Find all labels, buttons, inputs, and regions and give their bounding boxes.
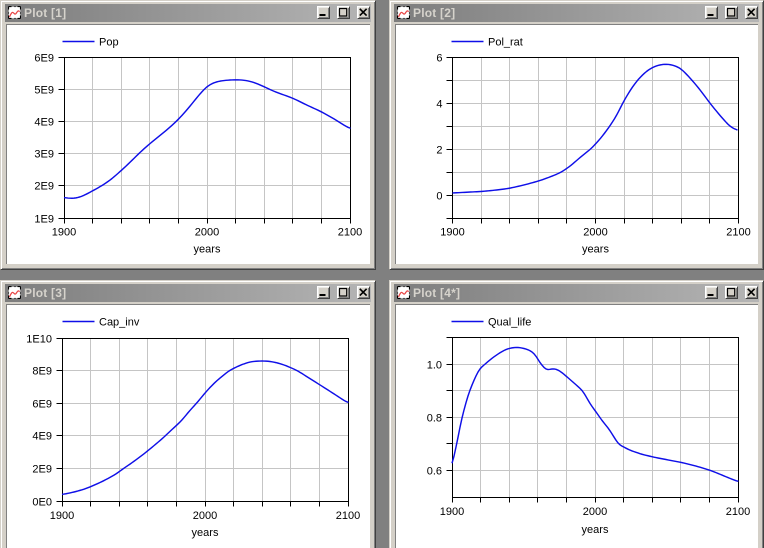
svg-text:1900: 1900	[440, 506, 464, 518]
svg-text:6: 6	[436, 52, 442, 64]
svg-text:Pol_rat: Pol_rat	[488, 37, 523, 49]
svg-text:years: years	[194, 244, 221, 256]
svg-text:2E9: 2E9	[34, 180, 54, 192]
svg-text:1900: 1900	[52, 227, 76, 239]
svg-text:0.8: 0.8	[427, 412, 442, 424]
svg-text:0E0: 0E0	[32, 496, 52, 508]
svg-text:0.6: 0.6	[427, 465, 442, 477]
svg-text:4: 4	[436, 98, 442, 110]
svg-text:2000: 2000	[583, 506, 607, 518]
svg-text:1900: 1900	[440, 227, 464, 239]
svg-text:1E9: 1E9	[34, 213, 54, 225]
svg-text:2: 2	[436, 144, 442, 156]
svg-text:2000: 2000	[193, 510, 217, 522]
svg-text:years: years	[582, 244, 609, 256]
svg-text:5E9: 5E9	[34, 84, 54, 96]
svg-text:6E9: 6E9	[34, 52, 54, 64]
svg-text:2E9: 2E9	[32, 463, 52, 475]
svg-text:2000: 2000	[583, 227, 607, 239]
svg-text:Qual_life: Qual_life	[488, 317, 531, 329]
svg-text:2100: 2100	[338, 227, 362, 239]
svg-text:years: years	[582, 524, 609, 536]
svg-text:years: years	[192, 527, 219, 539]
svg-text:0: 0	[436, 190, 442, 202]
svg-text:8E9: 8E9	[32, 365, 52, 377]
svg-text:3E9: 3E9	[34, 148, 54, 160]
svg-text:1.0: 1.0	[427, 359, 442, 371]
svg-text:2100: 2100	[726, 227, 750, 239]
svg-text:1E10: 1E10	[26, 333, 52, 345]
svg-text:4E9: 4E9	[34, 116, 54, 128]
svg-text:4E9: 4E9	[32, 430, 52, 442]
svg-text:6E9: 6E9	[32, 398, 52, 410]
svg-text:1900: 1900	[50, 510, 74, 522]
svg-text:2100: 2100	[726, 506, 750, 518]
svg-text:Pop: Pop	[99, 37, 119, 49]
svg-text:2000: 2000	[195, 227, 219, 239]
svg-text:2100: 2100	[336, 510, 360, 522]
svg-text:Cap_inv: Cap_inv	[99, 317, 140, 329]
